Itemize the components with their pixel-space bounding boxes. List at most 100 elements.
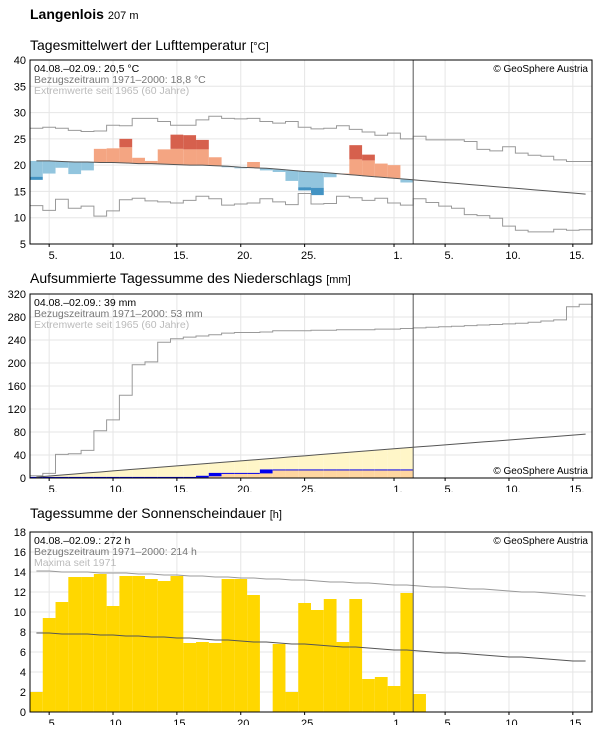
- temp-bar: [132, 157, 145, 164]
- x-tick-label: 5.: [445, 250, 454, 262]
- copyright-label: © GeoSphere Austria: [493, 536, 588, 547]
- sun-bar: [311, 610, 324, 712]
- x-tick-label: 10.: [109, 718, 124, 725]
- precip-title-text: Aufsummierte Tagessumme des Niederschlag…: [30, 270, 323, 286]
- precip-cumulative-bar: [285, 469, 299, 478]
- sun-title-text: Tagessumme der Sonnenscheindauer: [30, 505, 266, 521]
- sun-bar: [93, 574, 107, 712]
- precip-deficit-area: [68, 473, 82, 478]
- temp-bar: [247, 161, 260, 168]
- precip-deficit-area: [170, 465, 184, 478]
- precip-max-line: [30, 303, 592, 477]
- sun-bar: [336, 642, 350, 712]
- y-tick-label: 16: [14, 547, 26, 559]
- precip-cumulative-bar: [374, 469, 388, 478]
- info-line-3: Maxima seit 1971: [34, 557, 116, 569]
- precip-deficit-area: [93, 471, 107, 478]
- sun-chart-title: Tagessumme der Sonnenscheindauer [h]: [30, 505, 282, 521]
- temp-bar: [183, 149, 197, 166]
- sun-bar: [413, 694, 426, 712]
- temp-bar: [285, 170, 299, 181]
- sun-bar: [106, 606, 120, 712]
- precip-cumulative-bar: [362, 469, 375, 478]
- temp-bar: [55, 161, 69, 168]
- precip-deficit-area: [272, 457, 286, 470]
- copyright-label: © GeoSphere Austria: [493, 466, 588, 477]
- temp-bar: [68, 161, 82, 175]
- temp-bar: [157, 149, 171, 165]
- x-tick-label: 5.: [49, 718, 58, 725]
- axis-group: 0 40 80 120 160 200 240 280 320 5. 10. 15. 20. 25. 1. 5…: [8, 289, 592, 492]
- temp-bar: [234, 167, 248, 169]
- precip-deficit-area: [362, 450, 375, 470]
- sun-bar: [119, 576, 133, 712]
- temp-bar: [349, 159, 363, 176]
- precip-unit: [mm]: [326, 274, 351, 286]
- sun-bar: [234, 579, 248, 712]
- x-tick-label: 25.: [301, 484, 316, 492]
- x-tick-label: 15.: [173, 718, 188, 725]
- temp-bar: [374, 163, 388, 178]
- info-line-2: Bezugszeitraum 1971–2000: 53 mm: [34, 308, 203, 320]
- y-tick-label: 15: [14, 186, 26, 198]
- precip-deficit-area: [298, 455, 311, 470]
- temp-bar: [144, 160, 158, 164]
- precip-normal-line: [36, 433, 586, 478]
- temp-bar: [259, 168, 273, 171]
- precip-cumulative-bar: [234, 473, 248, 478]
- x-tick-label: 25.: [301, 250, 316, 262]
- info-line-2: Bezugszeitraum 1971–2000: 214 h: [34, 546, 197, 558]
- info-line-1: 04.08.–02.09.: 20,5 °C: [34, 63, 140, 75]
- y-tick-label: 40: [14, 55, 26, 67]
- sun-bar: [400, 593, 414, 712]
- x-tick-label: 5.: [445, 484, 454, 492]
- y-tick-label: 20: [14, 160, 26, 172]
- precip-deficit-area: [323, 453, 337, 470]
- temp-max-line: [30, 115, 592, 162]
- precip-cumulative-bar: [221, 473, 235, 478]
- temp-bar: [119, 147, 133, 164]
- sun-bar: [387, 686, 401, 712]
- precip-chart: 0 40 80 120 160 200 240 280 320 5. 10. 15. 20. 25. 1. 5…: [8, 289, 593, 492]
- temp-bar-strong: [349, 145, 363, 160]
- info-line-1: 04.08.–02.09.: 39 mm: [34, 297, 136, 309]
- info-line-3: Extremwerte seit 1965 (60 Jahre): [34, 85, 189, 97]
- x-tick-label: 15.: [569, 718, 584, 725]
- precip-deficit-area: [400, 447, 414, 470]
- precip-cumulative-bar: [400, 469, 414, 478]
- y-tick-label: 6: [20, 647, 26, 659]
- temp-bar: [42, 160, 56, 174]
- sun-bar: [144, 579, 158, 712]
- temp-bar: [311, 171, 324, 188]
- temp-bar-strong: [298, 187, 311, 191]
- y-tick-label: 25: [14, 134, 26, 146]
- sun-bar: [157, 581, 171, 712]
- temp-bar-strong: [183, 135, 197, 150]
- x-tick-label: 10.: [505, 250, 520, 262]
- temp-bar-strong: [170, 134, 184, 149]
- copyright-label: © GeoSphere Austria: [493, 64, 588, 75]
- x-tick-label: 1.: [393, 484, 402, 492]
- y-tick-label: 10: [14, 213, 26, 225]
- y-tick-label: 0: [20, 473, 26, 485]
- y-tick-label: 30: [14, 108, 26, 120]
- y-tick-label: 200: [8, 358, 26, 370]
- temp-bar: [208, 157, 222, 166]
- temp-chart: 5 10 15 20 25 30 35 40 5. 10. 15. 20. 25. 1. 5. 10. 15. 0…: [14, 55, 593, 262]
- temp-bar: [362, 160, 375, 177]
- precip-deficit-area: [259, 458, 273, 470]
- temp-bar: [400, 179, 414, 183]
- station-name: Langenlois: [30, 6, 104, 22]
- precip-deficit-area: [55, 474, 69, 478]
- x-tick-label: 15.: [569, 250, 584, 262]
- precip-deficit-area: [221, 461, 235, 474]
- plot-frame: [29, 59, 593, 245]
- temp-unit: [°C]: [250, 41, 269, 53]
- x-tick-label: 10.: [505, 718, 520, 725]
- sun-bar: [285, 692, 299, 712]
- sun-bar: [298, 603, 311, 712]
- precip-deficit-area: [336, 452, 350, 470]
- plot-frame: [29, 531, 593, 713]
